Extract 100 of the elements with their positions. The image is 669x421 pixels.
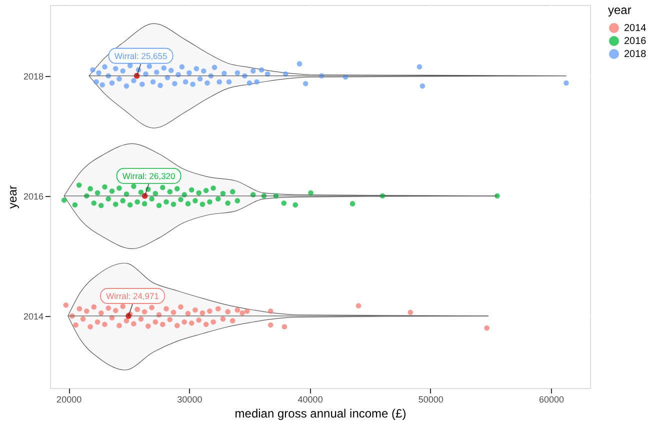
- point: [102, 64, 108, 70]
- x-tick-label: 30000: [177, 394, 202, 404]
- point: [268, 322, 274, 328]
- annotation: Wirral: 25,655: [114, 50, 168, 61]
- point: [268, 308, 274, 314]
- point: [106, 196, 112, 202]
- point: [156, 202, 162, 208]
- point: [149, 304, 154, 310]
- point: [182, 79, 188, 84]
- point: [174, 322, 180, 328]
- legend-title: year: [608, 3, 632, 17]
- point: [207, 199, 212, 205]
- point: [131, 321, 136, 326]
- point: [200, 202, 206, 207]
- legend-label: 2016: [624, 36, 647, 47]
- x-tick-label: 20000: [56, 394, 82, 404]
- point: [138, 190, 144, 195]
- point: [222, 70, 227, 76]
- point: [190, 82, 196, 87]
- point: [167, 316, 173, 322]
- point: [356, 303, 362, 308]
- point: [109, 188, 115, 194]
- legend-label: 2014: [624, 23, 647, 34]
- point: [204, 80, 210, 86]
- point: [161, 65, 167, 71]
- point: [210, 319, 216, 325]
- point: [170, 310, 176, 315]
- point: [72, 202, 78, 208]
- point: [220, 190, 226, 196]
- point: [178, 304, 184, 310]
- point: [308, 190, 314, 196]
- point: [420, 83, 426, 89]
- point: [160, 184, 166, 190]
- point: [154, 70, 160, 75]
- point: [254, 79, 260, 84]
- point: [76, 306, 82, 312]
- point: [194, 66, 200, 72]
- point: [197, 76, 203, 82]
- y-axis-title: year: [5, 185, 20, 209]
- point: [131, 184, 136, 189]
- point: [116, 322, 122, 328]
- point: [80, 316, 86, 322]
- point: [112, 66, 118, 72]
- point: [116, 185, 122, 191]
- point: [220, 316, 226, 322]
- point: [178, 196, 184, 202]
- point: [61, 197, 67, 203]
- point: [102, 184, 108, 190]
- point: [146, 64, 152, 69]
- point: [296, 61, 302, 66]
- point: [149, 196, 154, 202]
- point: [408, 310, 414, 315]
- y-tick-label: 2016: [23, 191, 44, 202]
- point: [484, 325, 490, 331]
- point: [131, 78, 136, 84]
- x-tick-label: 60000: [539, 394, 564, 404]
- point: [258, 67, 264, 72]
- point: [240, 310, 245, 316]
- point: [292, 202, 298, 208]
- point: [106, 306, 112, 311]
- point: [281, 200, 287, 206]
- point: [186, 70, 192, 76]
- point: [90, 67, 96, 72]
- point: [207, 308, 212, 314]
- x-axis-title: median gross annual income (£): [234, 406, 406, 420]
- point: [188, 187, 194, 193]
- y-tick-label: 2018: [23, 71, 44, 82]
- point: [120, 68, 126, 74]
- legend-label: 2018: [624, 49, 647, 60]
- point: [234, 307, 240, 313]
- point: [203, 322, 209, 328]
- point: [168, 68, 174, 74]
- point: [124, 83, 130, 89]
- point: [142, 309, 148, 314]
- point: [282, 324, 288, 330]
- point: [210, 185, 216, 191]
- point: [160, 322, 166, 328]
- point: [84, 308, 90, 314]
- point: [102, 322, 108, 328]
- y-tick-label: 2014: [23, 311, 44, 322]
- point: [100, 82, 105, 88]
- point: [164, 306, 169, 312]
- point: [170, 202, 176, 207]
- point: [182, 319, 188, 325]
- point: [94, 190, 100, 196]
- point: [112, 202, 118, 207]
- annotation: Wirral: 26,320: [122, 170, 176, 181]
- point: [120, 304, 126, 309]
- point: [234, 70, 240, 76]
- point: [98, 310, 104, 316]
- point: [350, 201, 356, 206]
- point: [416, 64, 422, 70]
- point: [94, 319, 100, 325]
- point: [172, 81, 178, 86]
- point: [112, 308, 118, 314]
- point: [91, 200, 97, 206]
- point: [215, 196, 221, 202]
- point: [179, 64, 185, 70]
- point: [142, 201, 148, 206]
- point: [98, 202, 104, 208]
